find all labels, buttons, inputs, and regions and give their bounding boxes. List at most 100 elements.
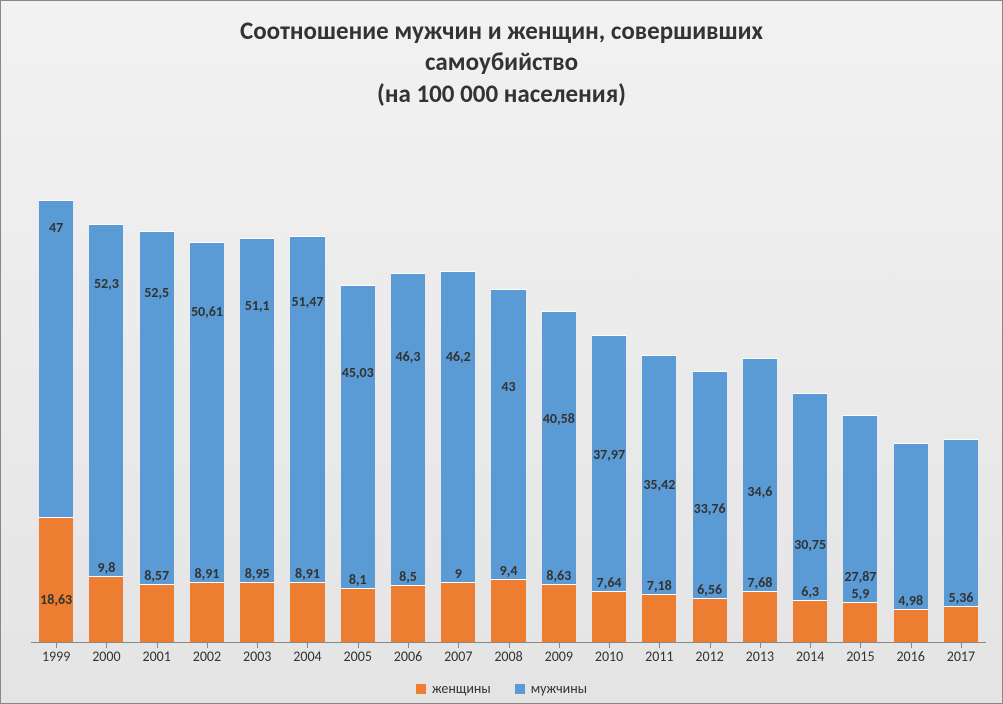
x-axis-tick: 2009: [534, 648, 584, 665]
bar-slot: 4718,63: [31, 171, 81, 642]
stacked-bar: 24,594,98: [894, 443, 928, 642]
bar-slot: 52,39,8: [81, 171, 131, 642]
stacked-bar: 30,756,3: [793, 393, 827, 642]
bar-segment-women: 7,18: [642, 594, 676, 642]
bar-label-women: 9: [433, 565, 484, 582]
bar-label-men: 27,87: [835, 568, 886, 585]
bar-segment-women: 5,36: [944, 606, 978, 642]
stacked-bar: 24,85,36: [944, 439, 978, 642]
x-axis-tick: 2010: [584, 648, 634, 665]
bar-label-women: 8,57: [131, 567, 182, 584]
bar-slot: 51,18,95: [232, 171, 282, 642]
bar-segment-women: 18,63: [39, 517, 73, 642]
x-axis-tick: 2001: [132, 648, 182, 665]
bar-segment-women: 8,5: [391, 585, 425, 642]
bar-label-women: 8,91: [181, 565, 232, 582]
bar-segment-men: 34,6: [743, 359, 777, 591]
bar-segment-women: 6,3: [793, 600, 827, 642]
bar-segment-men: 30,75: [793, 394, 827, 600]
x-axis-tick: 2017: [936, 648, 986, 665]
legend-item-men: мужчины: [515, 680, 587, 697]
legend-swatch-women: [416, 684, 426, 694]
bar-segment-women: 7,64: [592, 591, 626, 642]
stacked-bar: 34,67,68: [743, 358, 777, 642]
legend-label-women: женщины: [432, 680, 491, 697]
bar-label-men: 46,2: [433, 348, 484, 365]
bar-segment-women: 6,56: [693, 598, 727, 642]
bar-segment-women: 8,57: [140, 584, 174, 642]
stacked-bar: 51,18,95: [240, 238, 274, 642]
bar-label-men: 50,61: [181, 303, 232, 320]
bar-label-women: 7,18: [634, 577, 685, 594]
bar-slot: 35,427,18: [634, 171, 684, 642]
bar-label-men: 45,03: [332, 364, 383, 381]
x-axis-tick: 1999: [31, 648, 81, 665]
bar-label-men: 40,58: [533, 410, 584, 427]
bar-segment-men: 47: [39, 201, 73, 517]
bar-label-women: 9,4: [483, 562, 534, 579]
title-line-2: самоубийство: [21, 46, 982, 77]
bar-segment-men: 24,59: [894, 444, 928, 609]
bar-slot: 34,67,68: [735, 171, 785, 642]
bar-label-women: 5,36: [935, 589, 986, 606]
bar-label-women: 8,95: [232, 565, 283, 582]
bar-label-men: 37,97: [583, 446, 634, 463]
x-axis-tick: 2006: [383, 648, 433, 665]
stacked-bar: 45,038,1: [341, 285, 375, 642]
bar-segment-women: 5,9: [843, 602, 877, 642]
bar-segment-women: 4,98: [894, 609, 928, 642]
bar-segment-women: 9,4: [491, 579, 525, 642]
legend-label-men: мужчины: [531, 680, 587, 697]
bar-label-men: 52,5: [131, 284, 182, 301]
bar-segment-women: 8,91: [190, 582, 224, 642]
x-axis-tick: 2004: [282, 648, 332, 665]
bar-segment-men: 43: [491, 290, 525, 578]
bar-segment-men: 51,47: [290, 237, 324, 582]
bar-label-women: 18,63: [31, 591, 82, 608]
bar-segment-men: 50,61: [190, 243, 224, 583]
bar-segment-women: 8,63: [542, 584, 576, 642]
bar-segment-men: 27,87: [843, 416, 877, 603]
bar-segment-men: 45,03: [341, 286, 375, 588]
stacked-bar: 46,29: [441, 271, 475, 642]
bar-label-men: 30,75: [785, 536, 836, 553]
bar-segment-men: 52,3: [89, 225, 123, 576]
bar-label-men: 34,6: [734, 483, 785, 500]
bar-slot: 46,29: [433, 171, 483, 642]
bar-slot: 40,58 8,63: [534, 171, 584, 642]
bar-segment-men: 24,8: [944, 440, 978, 606]
plot-area: 4718,6352,39,852,58,5750,618,9151,18,955…: [31, 171, 986, 643]
bar-slot: 24,85,36: [936, 171, 986, 642]
bar-slot: 46,38,5: [383, 171, 433, 642]
bar-label-women: 8,1: [332, 571, 383, 588]
stacked-bar: 439,4: [491, 289, 525, 642]
bar-label-women: 5,9: [835, 585, 886, 602]
bar-segment-men: 35,42: [642, 356, 676, 593]
bar-label-men: 46,3: [382, 348, 433, 365]
bar-slot: 27,875,9: [835, 171, 885, 642]
stacked-bar: 27,875,9: [843, 415, 877, 642]
legend-item-women: женщины: [416, 680, 491, 697]
x-axis-tick: 2000: [81, 648, 131, 665]
bar-label-women: 4,98: [885, 592, 936, 609]
bar-segment-men: 46,3: [391, 274, 425, 585]
chart-title: Соотношение мужчин и женщин, совершивших…: [1, 1, 1002, 117]
bar-label-women: 8,91: [282, 565, 333, 582]
bar-label-women: 9,8: [81, 559, 132, 576]
bar-segment-women: 9,8: [89, 576, 123, 642]
bar-segment-men: 37,97: [592, 336, 626, 591]
bar-label-men: 33,76: [684, 500, 735, 517]
x-axis-tick: 2013: [735, 648, 785, 665]
bar-label-men: 52,3: [81, 275, 132, 292]
bar-slot: 50,618,91: [182, 171, 232, 642]
bar-label-women: 6,56: [684, 581, 735, 598]
x-axis-tick: 2002: [182, 648, 232, 665]
x-axis-tick: 2015: [835, 648, 885, 665]
stacked-bar: 51,478,91: [290, 236, 324, 642]
bar-segment-women: 7,68: [743, 591, 777, 642]
bar-segment-men: 52,5: [140, 232, 174, 584]
stacked-bar: 33,766,56: [693, 371, 727, 642]
legend: женщины мужчины: [1, 680, 1002, 697]
bar-slot: 45,038,1: [333, 171, 383, 642]
bar-segment-men: 33,76: [693, 372, 727, 598]
